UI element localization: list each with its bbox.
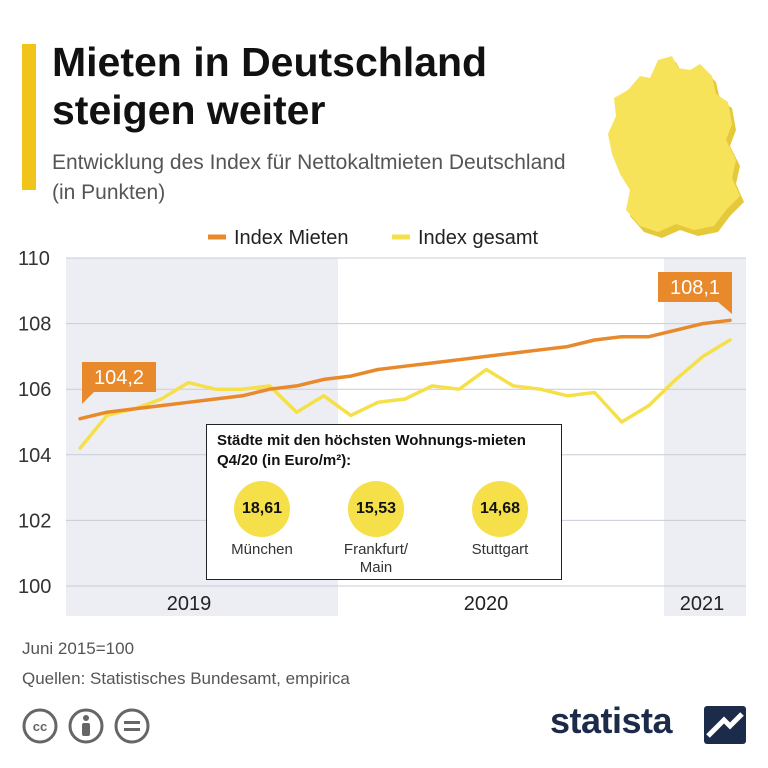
city-item-frankfurt: 15,53 Frankfurt/ Main — [326, 481, 426, 577]
city-name: Frankfurt/ Main — [343, 541, 409, 576]
callout-end-pointer — [718, 302, 732, 314]
shade-2021 — [664, 258, 746, 616]
y-tick-label: 108 — [18, 314, 51, 336]
svg-text:cc: cc — [33, 719, 47, 734]
y-tick-label: 104 — [18, 445, 51, 467]
nd-icon — [114, 708, 150, 744]
callout-end-label: 108,1 — [670, 277, 720, 299]
city-name: Stuttgart — [471, 541, 529, 558]
y-tick-label: 110 — [18, 248, 50, 270]
city-item-stuttgart: 14,68 Stuttgart — [445, 481, 555, 559]
y-tick-label: 102 — [18, 510, 51, 532]
chart-subtitle: Entwicklung des Index für Nettokaltmiete… — [52, 151, 566, 204]
accent-bar — [22, 44, 36, 190]
series-line-index-mieten — [78, 318, 732, 421]
city-item-muenchen: 18,61 München — [207, 481, 317, 559]
city-name: München — [231, 541, 293, 558]
page-title: Mieten in Deutschland steigen weiter — [52, 39, 488, 133]
cc-icon: cc — [22, 708, 58, 744]
city-rents-title: Städte mit den höchsten Wohnungs-mieten … — [217, 432, 526, 469]
x-year-label: 2021 — [680, 593, 725, 615]
footnotes: Juni 2015=100 Quellen: Statistisches Bun… — [22, 634, 350, 694]
legend-label: Index gesamt — [418, 227, 539, 249]
y-tick-label: 100 — [18, 576, 51, 598]
brand-wordmark: statista — [550, 700, 673, 741]
callout-start-box — [82, 362, 156, 392]
city-rents-box: Städte mit den höchsten Wohnungs-mieten … — [206, 424, 562, 580]
series-line-index-gesamt — [78, 338, 732, 450]
city-value-bubble: 14,68 — [472, 481, 528, 537]
sources-note: Quellen: Statistisches Bundesamt, empiri… — [22, 669, 350, 688]
germany-map-icon — [608, 56, 744, 238]
y-tick-label: 106 — [18, 379, 51, 401]
city-value-bubble: 18,61 — [234, 481, 290, 537]
x-year-label: 2019 — [167, 593, 212, 615]
statista-logo-icon — [704, 706, 746, 744]
license-icons: cc — [22, 708, 150, 744]
by-icon — [68, 708, 104, 744]
callout-start-label: 104,2 — [94, 367, 144, 389]
callout-end-box — [658, 272, 732, 302]
x-year-label: 2020 — [464, 593, 509, 615]
base-note: Juni 2015=100 — [22, 639, 135, 658]
legend-label: Index Mieten — [234, 227, 349, 249]
callout-start-pointer — [82, 392, 94, 404]
city-value-bubble: 15,53 — [348, 481, 404, 537]
